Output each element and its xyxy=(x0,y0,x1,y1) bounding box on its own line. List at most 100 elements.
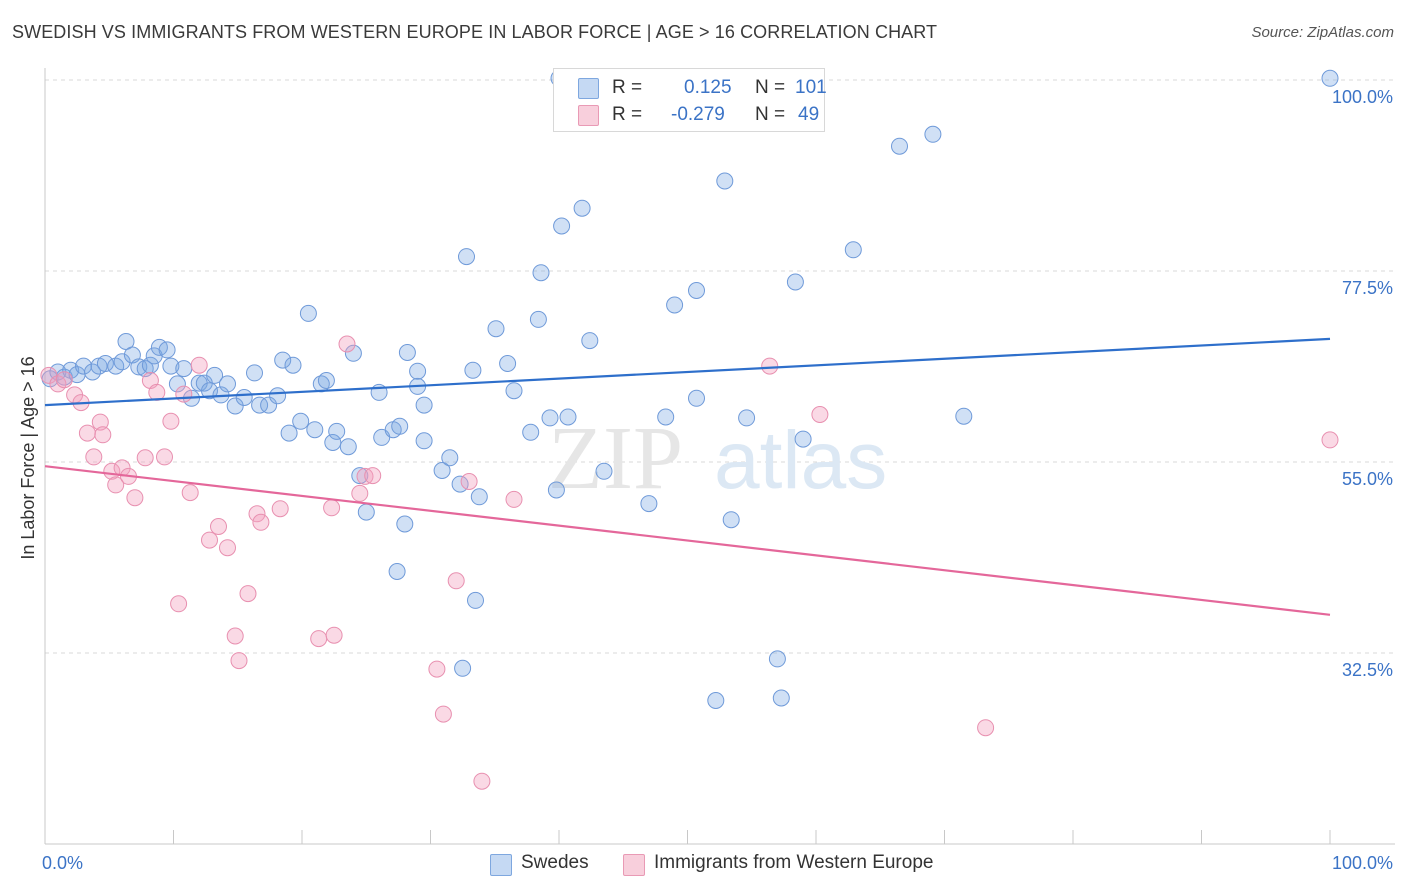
point-swedes xyxy=(299,304,317,322)
point-immigrants xyxy=(271,500,289,518)
legend-swatch-immigrants xyxy=(578,105,599,126)
y-axis-label: In Labor Force | Age > 16 xyxy=(18,356,38,559)
y-tick-label: 55.0% xyxy=(1342,469,1393,489)
watermark-atlas: atlas xyxy=(714,415,887,506)
point-immigrants xyxy=(85,448,103,466)
trend-line-immigrants xyxy=(44,465,1331,616)
point-swedes xyxy=(235,389,253,406)
point-swedes xyxy=(339,438,357,456)
point-immigrants xyxy=(201,531,218,549)
point-swedes xyxy=(844,241,862,259)
legend-swatch-swedes xyxy=(578,78,599,99)
point-swedes xyxy=(891,137,908,155)
point-swedes xyxy=(398,344,416,361)
point-immigrants xyxy=(239,585,257,603)
point-swedes xyxy=(547,481,565,499)
point-immigrants xyxy=(91,413,109,431)
point-swedes xyxy=(924,125,942,143)
point-swedes xyxy=(640,495,658,513)
point-swedes xyxy=(595,462,613,480)
legend-r-label: R = xyxy=(612,104,643,125)
point-swedes xyxy=(84,363,101,381)
point-immigrants xyxy=(78,424,96,442)
point-immigrants xyxy=(364,467,382,485)
point-swedes xyxy=(396,515,414,533)
point-swedes xyxy=(324,434,342,451)
point-swedes xyxy=(581,332,599,350)
point-swedes xyxy=(317,372,335,389)
legend-r-label: R = xyxy=(612,77,643,98)
point-immigrants xyxy=(325,626,343,644)
point-swedes xyxy=(688,282,705,299)
point-immigrants xyxy=(447,572,465,590)
y-tick-label: 100.0% xyxy=(1332,87,1393,107)
bottom-legend-swatch-swedes xyxy=(490,854,512,876)
point-swedes xyxy=(344,344,362,362)
point-swedes xyxy=(768,650,786,668)
point-immigrants xyxy=(248,505,266,523)
point-swedes xyxy=(415,396,433,414)
point-swedes xyxy=(328,422,346,440)
point-immigrants xyxy=(460,473,478,490)
legend-n-value-immigrants: 49 xyxy=(798,104,820,125)
point-swedes xyxy=(716,172,734,190)
legend-n-value-swedes: 101 xyxy=(795,77,827,98)
point-immigrants xyxy=(40,366,58,384)
point-immigrants xyxy=(226,627,244,645)
point-immigrants xyxy=(1321,431,1339,449)
point-swedes xyxy=(391,417,409,435)
point-swedes xyxy=(458,248,475,266)
bottom-legend-label-swedes: Swedes xyxy=(521,852,589,873)
point-swedes xyxy=(388,563,406,580)
point-swedes xyxy=(657,408,675,426)
point-swedes xyxy=(532,264,550,282)
point-immigrants xyxy=(219,539,236,557)
point-swedes xyxy=(219,375,236,393)
point-swedes xyxy=(260,396,278,414)
point-immigrants xyxy=(210,518,227,535)
point-swedes xyxy=(467,591,484,609)
point-swedes xyxy=(162,357,180,375)
point-immigrants xyxy=(190,356,208,374)
point-immigrants xyxy=(473,772,491,790)
point-swedes xyxy=(113,353,131,371)
point-immigrants xyxy=(126,489,144,507)
gridlines xyxy=(45,79,1395,654)
point-swedes xyxy=(251,396,269,414)
point-immigrants xyxy=(323,499,341,517)
point-swedes xyxy=(529,310,547,328)
point-swedes xyxy=(141,356,159,374)
point-swedes xyxy=(541,409,559,427)
point-swedes xyxy=(688,389,705,407)
watermark: ZIP atlas xyxy=(548,409,887,508)
point-immigrants xyxy=(181,484,199,502)
point-swedes xyxy=(415,432,433,450)
point-swedes xyxy=(284,356,302,374)
point-swedes xyxy=(280,424,298,442)
point-swedes xyxy=(499,355,517,372)
point-immigrants xyxy=(761,357,779,375)
legend-r-value-swedes: 0.125 xyxy=(684,77,732,98)
point-swedes xyxy=(553,217,571,235)
legend-n-label: N = xyxy=(755,104,786,125)
point-immigrants xyxy=(434,705,452,723)
point-swedes xyxy=(246,364,263,382)
point-swedes xyxy=(441,449,459,467)
point-swedes xyxy=(433,462,451,479)
x-tick-label-min: 0.0% xyxy=(42,853,83,873)
point-swedes xyxy=(306,421,324,439)
point-immigrants xyxy=(310,630,328,648)
source-label: Source: ZipAtlas.com xyxy=(1251,24,1394,41)
point-swedes xyxy=(522,423,540,441)
y-tick-label: 77.5% xyxy=(1342,278,1393,298)
trend-lines xyxy=(44,337,1331,616)
point-swedes xyxy=(454,659,472,677)
trend-line-swedes xyxy=(44,337,1331,407)
watermark-zip: ZIP xyxy=(548,409,683,508)
point-swedes xyxy=(470,488,488,506)
point-immigrants xyxy=(170,595,188,613)
correlation-legend: R = 0.125 N = 101 R = -0.279 N = 49 xyxy=(553,68,827,132)
tick-labels: 32.5% 55.0% 77.5% 100.0% 0.0% 100.0% xyxy=(42,87,1393,873)
legend-r-value-immigrants: -0.279 xyxy=(671,104,725,125)
